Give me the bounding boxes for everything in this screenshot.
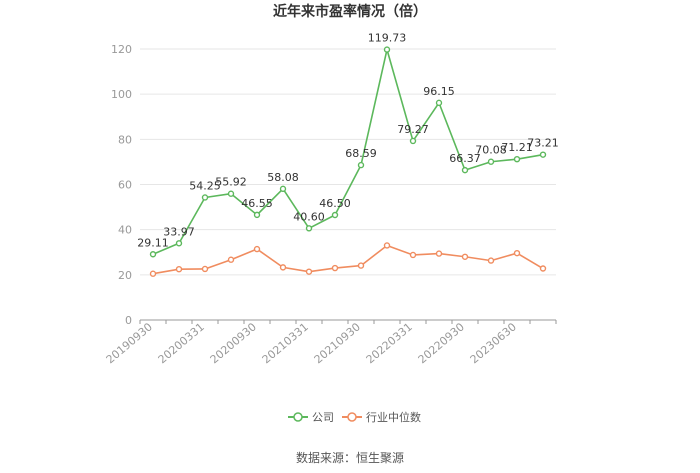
data-point xyxy=(383,46,391,53)
data-point xyxy=(409,251,417,259)
data-point xyxy=(279,264,287,271)
data-label: 68.59 xyxy=(345,147,377,160)
data-point xyxy=(435,99,443,107)
y-axis-ticks: 0 20 40 60 80 100 120 xyxy=(111,43,132,327)
data-point xyxy=(487,158,495,165)
legend-swatch-marker xyxy=(347,412,357,422)
data-label: 55.92 xyxy=(215,176,247,189)
series-layer xyxy=(149,46,547,277)
x-tick-label-20200331: 20200331 xyxy=(156,320,207,366)
legend-label: 行业中位数 xyxy=(366,410,421,424)
data-point xyxy=(331,264,339,272)
data-point xyxy=(253,245,261,253)
data-label: 71.21 xyxy=(501,141,533,154)
data-point xyxy=(331,211,339,219)
data-point xyxy=(539,151,547,158)
data-point xyxy=(149,270,157,277)
data-label: 58.08 xyxy=(267,171,299,184)
data-point xyxy=(357,161,365,169)
y-tick-label-20: 20 xyxy=(118,269,132,282)
data-label: 73.21 xyxy=(527,137,559,150)
data-label: 79.27 xyxy=(397,123,429,136)
y-tick-label-60: 60 xyxy=(118,179,132,192)
data-point xyxy=(201,194,209,201)
series-line-1 xyxy=(152,244,544,275)
series-line-0 xyxy=(152,48,544,255)
data-point xyxy=(357,262,365,269)
x-tick-label-20220930: 20220930 xyxy=(416,320,467,366)
legend-label: 公司 xyxy=(312,411,334,424)
data-point xyxy=(513,249,521,257)
data-point xyxy=(175,265,183,273)
series-1 xyxy=(149,242,547,277)
y-tick-label-80: 80 xyxy=(118,133,132,146)
data-point xyxy=(279,185,287,193)
data-point xyxy=(149,251,157,258)
data-point xyxy=(461,166,469,174)
data-point xyxy=(253,211,261,219)
data-point xyxy=(201,265,209,273)
data-label: 54.25 xyxy=(189,179,221,192)
data-point xyxy=(435,250,443,257)
data-point xyxy=(461,253,469,260)
data-point xyxy=(383,242,391,249)
legend-item-1[interactable]: 行业中位数 xyxy=(342,410,421,424)
data-point xyxy=(513,155,521,163)
data-label: 40.60 xyxy=(293,210,325,223)
y-tick-label-120: 120 xyxy=(111,43,132,56)
data-point xyxy=(305,268,313,275)
data-point xyxy=(305,225,313,232)
data-point xyxy=(227,256,235,263)
data-label: 46.50 xyxy=(319,197,351,210)
y-tick-label-100: 100 xyxy=(111,88,132,101)
data-point xyxy=(227,190,235,197)
data-point xyxy=(487,257,495,264)
x-tick-label-20220331: 20220331 xyxy=(364,320,415,366)
data-label: 66.37 xyxy=(449,152,481,165)
data-label: 119.73 xyxy=(368,32,407,45)
data-label: 46.55 xyxy=(241,197,273,210)
y-tick-label-40: 40 xyxy=(118,224,132,237)
x-tick-label-20230630: 20230630 xyxy=(468,320,519,366)
data-label: 33.97 xyxy=(163,225,195,238)
source-note: 数据来源：恒生聚源 xyxy=(296,450,404,465)
data-point xyxy=(539,265,547,272)
data-point xyxy=(175,240,183,247)
x-axis: 20190930 20200331 20200930 20210331 20210930… xyxy=(104,319,557,366)
x-tick-label-20190930: 20190930 xyxy=(104,320,155,366)
data-label: 29.11 xyxy=(137,236,169,249)
legend-swatch-marker xyxy=(293,412,303,422)
data-label: 96.15 xyxy=(423,85,455,98)
series-0 xyxy=(149,46,547,258)
data-point xyxy=(409,137,417,145)
y-tick-label-0: 0 xyxy=(125,314,132,327)
x-tick-label-20200930: 20200930 xyxy=(208,320,259,366)
x-tick-label-20210331: 20210331 xyxy=(260,320,311,366)
legend-item-0[interactable]: 公司 xyxy=(288,411,334,424)
data-label: 70.08 xyxy=(475,144,507,157)
x-tick-label-20210930: 20210930 xyxy=(312,320,363,366)
chart-title: 近年来市盈率情况（倍） xyxy=(273,3,427,20)
grid-lines xyxy=(140,48,556,276)
legend[interactable]: 公司 行业中位数 xyxy=(288,410,421,424)
